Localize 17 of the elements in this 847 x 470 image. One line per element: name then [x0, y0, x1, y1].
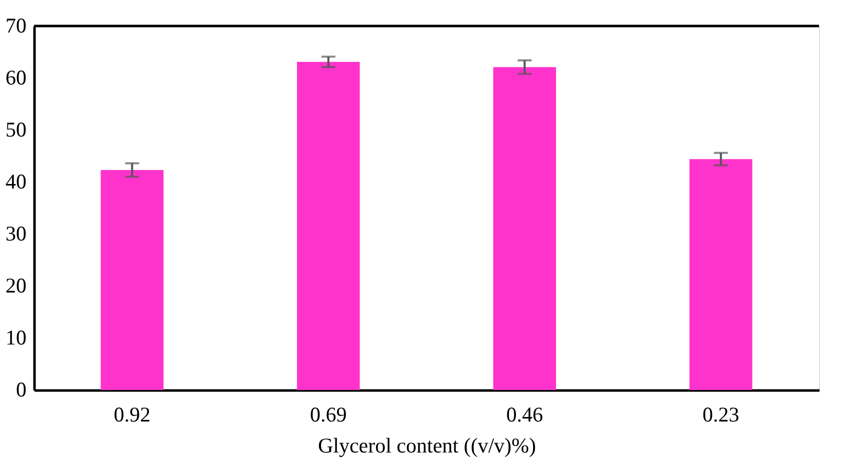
bar	[689, 159, 752, 390]
y-tick-label: 40	[6, 170, 26, 194]
y-tick-label: 10	[6, 326, 26, 350]
bar	[100, 170, 164, 390]
x-tick-label: 0.46	[506, 402, 543, 426]
x-tick-label: 0.92	[114, 402, 150, 426]
x-tick-label: 0.23	[702, 402, 740, 426]
y-tick-label: 20	[6, 274, 26, 298]
y-tick-label: 50	[6, 118, 26, 142]
y-tick-label: 30	[6, 222, 26, 246]
x-axis-title: Glycerol content ((v/v)%)	[318, 434, 536, 458]
x-tick-label: 0.69	[310, 402, 347, 426]
y-tick-label: 70	[6, 14, 26, 38]
bar	[493, 67, 556, 390]
y-tick-label: 60	[6, 66, 26, 90]
bar	[296, 62, 360, 390]
y-tick-label: 0	[16, 378, 26, 402]
